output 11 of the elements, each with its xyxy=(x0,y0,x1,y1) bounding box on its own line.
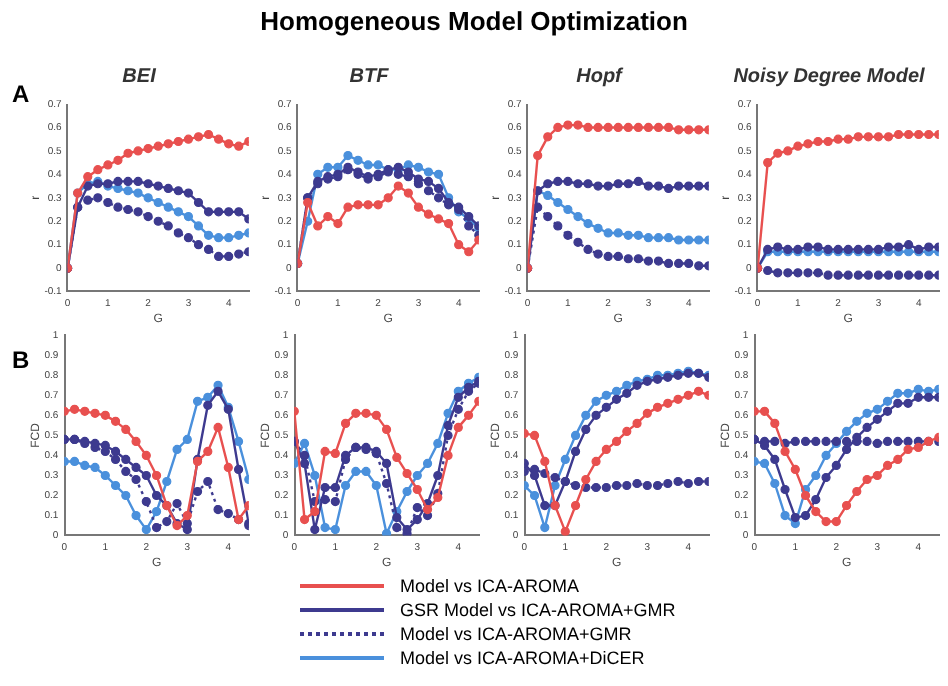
chart-title: Noisy Degree Model xyxy=(733,65,926,88)
chart-title: BTF xyxy=(349,65,391,88)
legend-label: Model vs ICA-AROMA+GMR xyxy=(400,624,634,644)
legend-label: Model vs ICA-AROMA xyxy=(400,576,582,596)
text: Homogeneous Model Optimization xyxy=(258,6,690,36)
text: B xyxy=(12,346,30,374)
text: A xyxy=(12,80,30,108)
legend-label: GSR Model vs ICA-AROMA+GMR xyxy=(400,600,678,620)
chart-title: BEI xyxy=(122,65,157,88)
chart-title: Hopf xyxy=(576,65,626,88)
legend-label: Model vs ICA-AROMA+DiCER xyxy=(400,648,647,668)
